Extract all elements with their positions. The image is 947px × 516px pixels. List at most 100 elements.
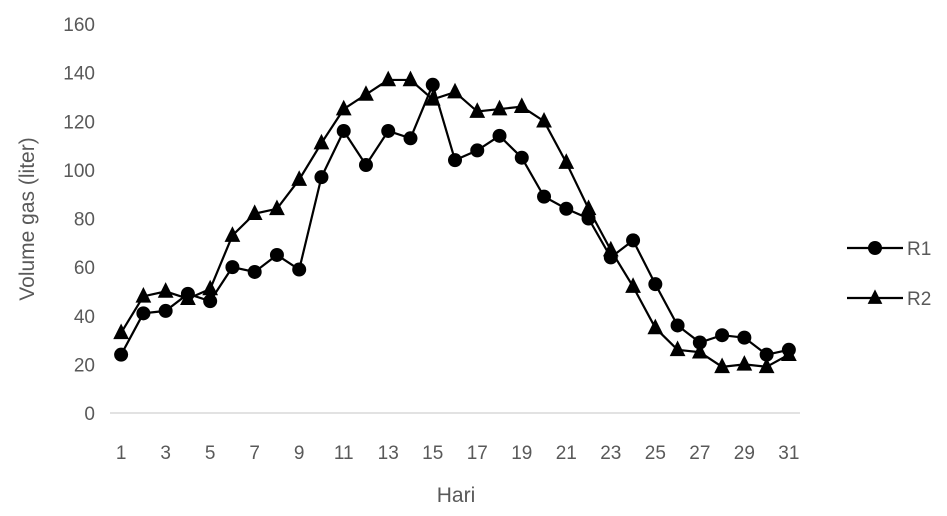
x-axis-title: Hari <box>437 484 476 507</box>
data-point-r2 <box>269 199 285 216</box>
data-point-r1 <box>626 233 641 248</box>
data-point-r2 <box>358 85 374 101</box>
y-tick-label: 20 <box>74 355 95 376</box>
data-point-r1 <box>715 328 730 343</box>
y-axis-title: Volume gas (liter) <box>16 137 39 300</box>
data-point-r2 <box>491 99 508 116</box>
data-point-r1 <box>425 77 440 92</box>
data-point-r2 <box>246 204 263 220</box>
data-point-r1 <box>514 150 529 165</box>
data-point-r2 <box>202 279 219 296</box>
data-point-r2 <box>113 323 130 340</box>
data-point-r2 <box>402 70 419 87</box>
series-r2 <box>113 70 797 374</box>
y-tick-label: 0 <box>84 404 95 425</box>
data-point-r1 <box>292 262 307 277</box>
data-point-r2 <box>224 226 241 242</box>
data-point-r2 <box>758 357 775 374</box>
data-point-r2 <box>580 199 597 216</box>
x-tick-label: 29 <box>734 443 755 464</box>
legend: R1 R2 <box>847 239 931 310</box>
data-point-r1 <box>203 294 218 309</box>
x-tick-label: 19 <box>511 443 532 464</box>
data-point-r1 <box>559 201 574 216</box>
data-point-r1 <box>136 306 151 321</box>
data-point-r2 <box>469 102 486 118</box>
y-tick-label: 60 <box>74 258 95 279</box>
y-tick-label: 160 <box>63 15 95 36</box>
data-point-r1 <box>648 277 663 292</box>
data-point-r1 <box>358 158 373 173</box>
x-tick-label: 13 <box>378 443 399 464</box>
x-tick-label: 23 <box>600 443 621 464</box>
data-point-r2 <box>647 318 664 335</box>
data-point-r2 <box>602 240 619 257</box>
data-point-r2 <box>780 345 797 361</box>
data-point-r1 <box>448 153 462 168</box>
x-tick-label: 9 <box>294 443 305 464</box>
data-point-r1 <box>403 131 418 146</box>
data-point-r2 <box>714 357 730 374</box>
x-tick-label: 11 <box>334 443 354 464</box>
data-point-r2 <box>135 287 152 303</box>
data-point-r1 <box>247 264 262 279</box>
data-point-r1 <box>114 347 129 362</box>
y-axis-ticks: 0 20 40 60 80 100 120 140 160 <box>63 15 95 425</box>
data-point-r2 <box>424 90 441 106</box>
data-point-r2 <box>157 282 174 298</box>
data-point-r1 <box>381 123 396 138</box>
x-tick-label: 25 <box>645 443 666 464</box>
data-point-r2 <box>669 340 686 357</box>
data-point-r1 <box>158 303 173 318</box>
data-point-r1 <box>225 260 240 275</box>
data-point-r1 <box>670 318 685 333</box>
x-tick-label: 27 <box>689 443 710 464</box>
data-point-r2 <box>536 111 552 128</box>
y-tick-label: 100 <box>63 161 95 182</box>
data-point-r2 <box>513 97 530 113</box>
y-tick-label: 80 <box>74 210 95 231</box>
x-tick-label: 17 <box>467 443 488 464</box>
x-tick-label: 21 <box>556 443 577 464</box>
data-point-r1 <box>537 189 552 204</box>
data-point-r1 <box>759 347 774 362</box>
data-point-r2 <box>335 99 352 116</box>
data-point-r2 <box>558 153 575 169</box>
data-point-r1 <box>314 170 329 185</box>
series-line-r2 <box>120 78 790 368</box>
data-point-r1 <box>269 247 284 262</box>
legend-marker-triangle <box>867 289 883 304</box>
x-axis-ticks: 1 3 5 7 9 11 13 15 17 19 21 23 25 27 29 31 <box>116 443 800 464</box>
legend-marker-circle <box>868 241 882 255</box>
y-tick-label: 140 <box>63 64 95 85</box>
data-point-r2 <box>380 70 397 87</box>
y-tick-label: 40 <box>74 307 95 328</box>
series-line-r1 <box>120 81 790 356</box>
x-tick-label: 5 <box>205 443 216 464</box>
y-tick-label: 120 <box>63 112 95 133</box>
legend-item-r2: R2 <box>847 289 931 310</box>
x-tick-label: 7 <box>249 443 260 464</box>
x-tick-label: 15 <box>422 443 443 464</box>
data-point-r2 <box>291 170 308 186</box>
x-tick-label: 1 <box>116 443 127 464</box>
data-point-r1 <box>470 143 485 158</box>
series-r1 <box>114 77 796 362</box>
legend-label: R1 <box>907 239 931 260</box>
data-point-r2 <box>313 133 330 150</box>
data-point-r2 <box>180 289 196 306</box>
data-point-r2 <box>447 82 463 99</box>
data-point-r2 <box>736 355 753 371</box>
data-point-r1 <box>737 330 752 345</box>
series-layer <box>113 70 797 374</box>
data-point-r1 <box>692 335 707 350</box>
legend-item-r1: R1 <box>847 239 931 260</box>
legend-label: R2 <box>907 289 931 310</box>
data-point-r1 <box>492 128 507 143</box>
data-point-r2 <box>691 342 708 359</box>
x-tick-label: 31 <box>778 443 799 464</box>
data-point-r1 <box>336 123 351 138</box>
x-tick-label: 3 <box>160 443 171 464</box>
